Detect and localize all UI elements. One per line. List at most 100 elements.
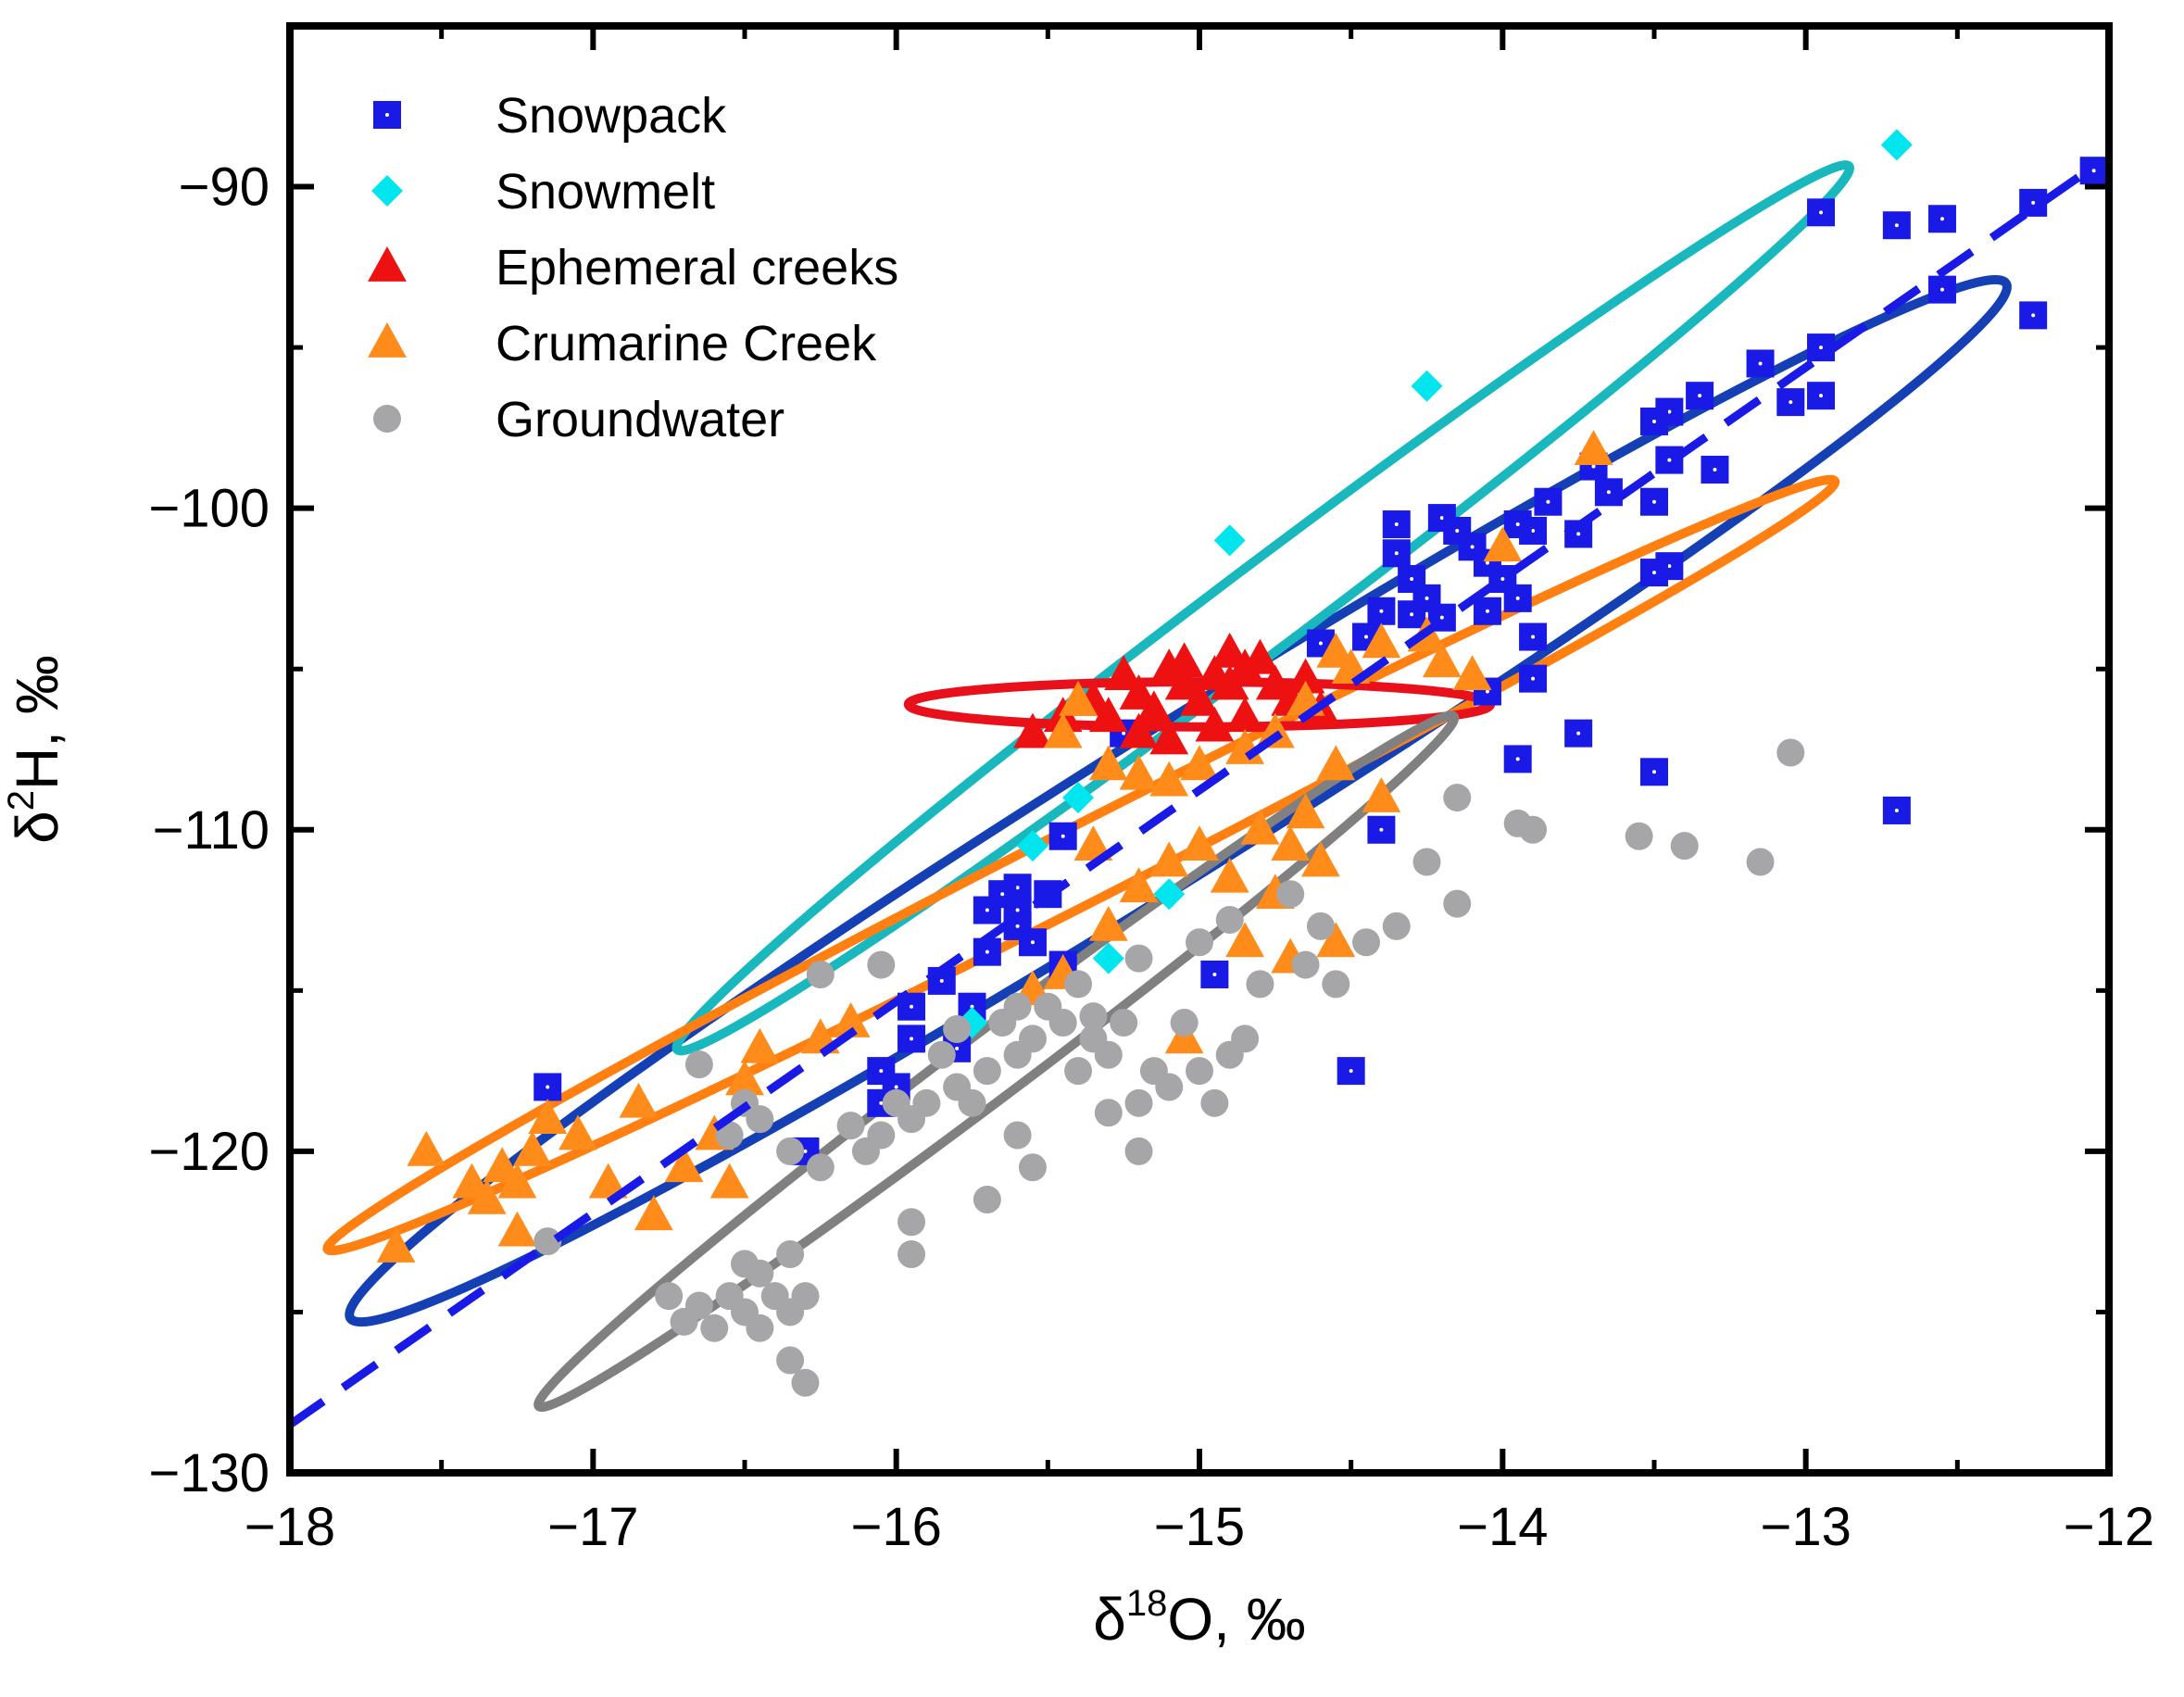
groundwater-point — [1003, 1040, 1032, 1069]
groundwater-point — [1124, 1137, 1153, 1165]
series-crumarine-creek — [376, 430, 1613, 1263]
x-axis-title-main: O, ‰ — [1167, 1586, 1305, 1653]
crumarine-creek-point — [588, 1163, 628, 1199]
snowpack-point — [1807, 198, 1836, 227]
snowpack-point-dot — [1819, 210, 1824, 215]
snowpack-point — [1503, 584, 1532, 612]
groundwater-point — [1625, 822, 1653, 850]
snowpack-point — [533, 1073, 562, 1101]
groundwater-point — [1094, 1099, 1123, 1127]
y-tick-label: −130 — [148, 1443, 270, 1503]
groundwater-point — [1746, 848, 1775, 876]
crumarine-creek-point — [1362, 622, 1401, 659]
x-tick-label: −15 — [1154, 1497, 1245, 1557]
snowpack-point — [1686, 382, 1714, 410]
crumarine-creek-point — [740, 1027, 780, 1063]
crumarine-creek-point — [1240, 809, 1280, 845]
snowpack-point — [2019, 188, 2048, 217]
snowpack-point-dot — [546, 1085, 550, 1089]
groundwater-point — [1139, 1057, 1168, 1086]
crumarine-creek-point — [512, 1130, 552, 1166]
snowpack-point — [1564, 719, 1593, 748]
legend-item-groundwater: Groundwater — [373, 392, 784, 447]
snowpack-point — [1367, 597, 1396, 625]
snowpack-point-dot — [1485, 689, 1489, 694]
x-tick-label: −12 — [2064, 1497, 2154, 1557]
groundwater-point — [1018, 1153, 1047, 1182]
groundwater-point — [806, 1153, 835, 1182]
snowpack-point — [1882, 796, 1911, 824]
groundwater-point — [670, 1307, 698, 1336]
groundwater-point — [1776, 738, 1805, 767]
y-axis-title-prefix: δ — [4, 811, 70, 844]
crumarine-creek-point — [1301, 841, 1340, 877]
groundwater-point — [1079, 1024, 1108, 1053]
crumarine-creek-point — [1180, 825, 1219, 861]
crumarine-creek-point — [1574, 430, 1613, 466]
ephemeral-creeks-point — [1240, 638, 1280, 674]
groundwater-point — [776, 1239, 805, 1268]
snowpack-point-dot — [1819, 394, 1824, 398]
snowpack-point — [1337, 1057, 1365, 1086]
groundwater-point — [1352, 928, 1381, 957]
x-axis-title-sup: 18 — [1126, 1583, 1168, 1624]
groundwater-point — [1186, 1057, 1213, 1086]
snowpack-point — [1640, 758, 1668, 786]
crumarine-creek-point — [1149, 761, 1189, 797]
crumarine-creek-point — [1271, 825, 1311, 861]
groundwater-point — [655, 1282, 684, 1311]
snowpack-point — [1927, 205, 1956, 233]
snowpack-point-dot — [1030, 940, 1035, 945]
groundwater-point — [1246, 970, 1274, 999]
axes: −18 −17 −16 −15 −14 −13 −12 −130 −120 −110 −100 −90… — [1, 22, 2154, 1653]
groundwater-point — [1170, 1009, 1199, 1037]
snowpack-point-dot — [939, 978, 944, 983]
snowpack-point-dot — [1318, 641, 1323, 646]
snowpack-point-dot — [1939, 217, 1944, 221]
snowpack-point-dot — [1439, 516, 1444, 521]
snowpack-point-dot — [1667, 564, 1672, 569]
groundwater-point — [715, 1121, 744, 1150]
crumarine-creek-point — [1452, 655, 1492, 691]
crumarine-creek-point — [1286, 793, 1325, 829]
crumarine-creek-point — [1149, 841, 1189, 877]
snowpack-point — [973, 896, 1001, 924]
snowpack-point-dot — [1515, 757, 1520, 761]
crumarine-creek-point — [709, 1163, 749, 1199]
legend-marker-snowpack-dot — [385, 113, 389, 117]
snowpack-point-dot — [910, 1037, 914, 1041]
snowpack-point-dot — [1652, 419, 1656, 423]
x-axis-title-prefix: δ — [1093, 1586, 1126, 1653]
legend-item-snowmelt: Snowmelt — [371, 164, 715, 220]
groundwater-point — [882, 1088, 910, 1117]
snowpack-point-dot — [1061, 834, 1065, 838]
snowpack-point-dot — [1939, 287, 1944, 292]
legend-marker-crumarine-creek — [368, 322, 407, 358]
snowpack-point-dot — [1015, 924, 1020, 928]
snowpack-point-dot — [1000, 892, 1005, 897]
snowpack-point — [1503, 510, 1532, 539]
crumarine-creek-point — [559, 1114, 597, 1150]
snowpack-point-dot — [1819, 346, 1824, 350]
snowpack-point-dot — [1546, 499, 1550, 504]
crumarine-creek-point — [1316, 632, 1356, 668]
snowpack-point-dot — [2031, 313, 2036, 318]
snowpack-point-dot — [1485, 560, 1489, 565]
snowpack-point-dot — [1894, 808, 1899, 812]
groundwater-point — [973, 1185, 1001, 1213]
ephemeral-creeks-point — [1225, 697, 1264, 733]
snowpack-point — [1382, 510, 1411, 539]
legend-label-groundwater: Groundwater — [496, 392, 784, 447]
snowmelt-point — [1213, 524, 1246, 557]
snowpack-point-dot — [1576, 532, 1581, 536]
crumarine-creek-point — [831, 1002, 871, 1037]
crumarine-creek-point — [1119, 867, 1159, 903]
legend-label-snowmelt: Snowmelt — [496, 164, 715, 220]
y-axis-title-sup: 2 — [1, 790, 42, 811]
ephemeral-creeks-point — [1210, 664, 1249, 700]
snowpack-point-dot — [1652, 770, 1656, 774]
ephemeral-creeks-point — [1286, 658, 1325, 694]
crumarine-creek-point — [497, 1211, 537, 1247]
snowpack-point-dot — [955, 1046, 960, 1050]
snowpack-point-dot — [1894, 223, 1899, 228]
